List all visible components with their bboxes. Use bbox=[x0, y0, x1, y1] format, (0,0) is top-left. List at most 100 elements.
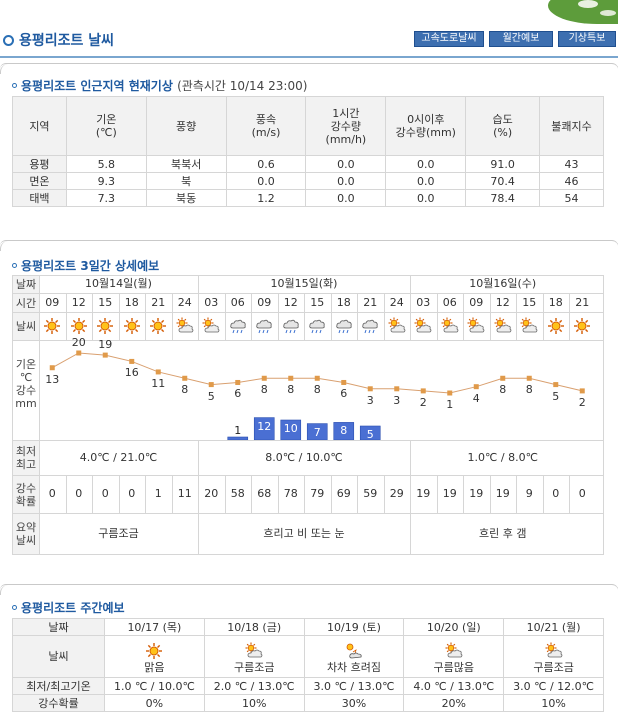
grid-line bbox=[489, 293, 491, 340]
forecast-day-minmax: 8.0℃ / 10.0℃ bbox=[265, 451, 343, 464]
current-value-cell: 0.6 bbox=[225, 155, 307, 173]
precip-bar bbox=[333, 422, 355, 440]
grid-line bbox=[436, 293, 438, 340]
current-region-cell: 면온 bbox=[12, 172, 67, 190]
forecast-pop: 0 bbox=[75, 487, 83, 500]
temperature-label: 5 bbox=[552, 389, 560, 403]
weekly-weather-cell: 구름조금 bbox=[503, 635, 604, 678]
grid-line bbox=[12, 513, 604, 514]
sun-icon bbox=[123, 317, 141, 335]
current-value-cell: 0.0 bbox=[305, 172, 387, 190]
grid-line bbox=[436, 475, 438, 513]
temperature-label: 8 bbox=[525, 383, 533, 397]
forecast-row-label-time: 시간 bbox=[13, 294, 39, 312]
grid-line bbox=[39, 275, 40, 340]
grid-line bbox=[542, 475, 544, 513]
weekly-weather-text: 차차 흐려짐 bbox=[326, 660, 382, 674]
forecast-time: 06 bbox=[230, 296, 245, 309]
precip-label: 5 bbox=[366, 428, 374, 441]
grid-line bbox=[542, 293, 544, 340]
forecast-day-date: 10월15일(화) bbox=[270, 277, 338, 290]
cloud-sun-icon bbox=[202, 317, 220, 335]
sun-icon bbox=[547, 317, 565, 335]
temperature-point bbox=[314, 375, 320, 381]
grid-line bbox=[603, 275, 604, 554]
weekly-label-date: 날짜 bbox=[12, 618, 105, 636]
grid-line bbox=[383, 293, 385, 340]
forecast-pop: 19 bbox=[495, 487, 510, 500]
temperature-label: 13 bbox=[45, 372, 60, 386]
grid-line bbox=[12, 340, 604, 341]
temperature-label: 5 bbox=[207, 389, 215, 403]
cloud-sun-icon bbox=[176, 317, 194, 335]
temperature-label: 3 bbox=[366, 393, 374, 407]
current-value-cell: 70.4 bbox=[465, 172, 541, 190]
forecast-time: 21 bbox=[151, 296, 166, 309]
forecast-time: 21 bbox=[575, 296, 590, 309]
rain-icon bbox=[361, 317, 379, 335]
weekly-weather-text: 맑음 bbox=[144, 660, 165, 674]
forecast-section-title: 용평리조트 3일간 상세예보 bbox=[12, 257, 159, 274]
temperature-point bbox=[500, 375, 506, 381]
current-header-cell: 불쾌지수 bbox=[539, 96, 604, 156]
temperature-point bbox=[129, 358, 135, 364]
temperature-label: 20 bbox=[71, 336, 86, 349]
forecast-pop: 1 bbox=[154, 487, 162, 500]
forecast-time: 18 bbox=[548, 296, 563, 309]
forecast-day-summary: 흐린 후 갬 bbox=[479, 527, 527, 540]
weekly-weather-cell: 구름많음 bbox=[403, 635, 505, 678]
highway-weather-button[interactable]: 고속도로날씨 bbox=[414, 31, 484, 47]
temperature-point bbox=[579, 388, 585, 394]
weekly-pop-cell: 0% bbox=[104, 694, 205, 712]
forecast-pop: 0 bbox=[128, 487, 136, 500]
grid-line bbox=[357, 293, 358, 340]
temperature-point bbox=[341, 379, 347, 385]
weekly-weather-text: 구름조금 bbox=[233, 660, 275, 674]
forecast-time: 03 bbox=[416, 296, 431, 309]
grid-line bbox=[171, 475, 173, 513]
grid-line bbox=[569, 475, 570, 513]
forecast-time: 18 bbox=[124, 296, 139, 309]
weekly-forecast-table: 날짜 10/17 (목) 10/18 (금) 10/19 (토) 10/20 (일) 10… bbox=[12, 618, 604, 712]
precip-label: 8 bbox=[340, 424, 348, 438]
forecast-time: 24 bbox=[389, 296, 404, 309]
precip-bar bbox=[227, 436, 249, 440]
forecast-day-summary: 구름조금 bbox=[98, 527, 139, 540]
cloud-sun-icon bbox=[245, 642, 263, 660]
grid-line bbox=[569, 293, 570, 340]
temperature-label: 6 bbox=[234, 387, 242, 401]
forecast-pop: 0 bbox=[101, 487, 109, 500]
temperature-label: 11 bbox=[151, 376, 166, 390]
current-weather-table: 지역 기온 (℃) 풍향 풍속 (m/s) 1시간 강수량 (mm/h) 0시이후 강수량(mm) 습… bbox=[12, 96, 604, 207]
forecast-time: 09 bbox=[45, 296, 60, 309]
page-title-icon bbox=[3, 35, 14, 46]
weekly-weather-text: 구름많음 bbox=[433, 660, 475, 674]
temperature-precip-chart bbox=[49, 350, 585, 440]
grid-line bbox=[12, 275, 604, 276]
cloud-sun-icon bbox=[494, 317, 512, 335]
grid-line bbox=[65, 475, 67, 513]
precip-bar bbox=[280, 419, 302, 440]
temperature-point bbox=[102, 352, 108, 358]
precip-label: 1 bbox=[234, 424, 242, 437]
page-header: 용평리조트 날씨 고속도로날씨 월간예보 기상특보 bbox=[0, 24, 618, 58]
temperature-label: 8 bbox=[181, 383, 189, 397]
forecast-time: 15 bbox=[310, 296, 325, 309]
grid-line bbox=[463, 475, 464, 513]
current-value-cell: 54 bbox=[539, 189, 604, 207]
forecast-pop: 79 bbox=[310, 487, 325, 500]
forecast-day-date: 10월16일(수) bbox=[469, 277, 537, 290]
monthly-forecast-button[interactable]: 월간예보 bbox=[489, 31, 553, 47]
temperature-point bbox=[526, 375, 532, 381]
forecast-time: 09 bbox=[257, 296, 272, 309]
current-row: 면온 9.3 북 0.0 0.0 0.0 70.4 46 bbox=[12, 172, 604, 190]
weekly-date-cell: 10/21 (월) bbox=[503, 618, 604, 636]
forecast-pop: 59 bbox=[363, 487, 378, 500]
current-row: 용평 5.8 북북서 0.6 0.0 0.0 91.0 43 bbox=[12, 155, 604, 173]
current-value-cell: 1.2 bbox=[225, 189, 307, 207]
current-value-cell: 5.8 bbox=[65, 155, 147, 173]
forecast-pop: 19 bbox=[416, 487, 431, 500]
weather-warning-button[interactable]: 기상특보 bbox=[558, 31, 616, 47]
forecast-pop: 19 bbox=[469, 487, 484, 500]
temperature-label: 19 bbox=[98, 338, 113, 352]
